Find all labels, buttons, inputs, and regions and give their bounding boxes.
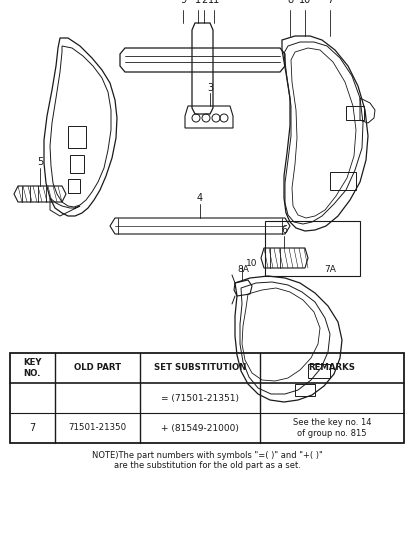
Text: 7: 7 — [29, 423, 36, 433]
Text: are the substitution for the old part as a set.: are the substitution for the old part as… — [113, 462, 300, 471]
Text: 3: 3 — [206, 83, 213, 93]
Text: See the key no. 14
of group no. 815: See the key no. 14 of group no. 815 — [292, 417, 370, 438]
Bar — [264, 221, 359, 276]
Text: 71501-21350: 71501-21350 — [68, 423, 126, 433]
Text: 8A: 8A — [237, 265, 248, 274]
Text: 6: 6 — [280, 225, 286, 235]
Text: 7: 7 — [326, 0, 332, 5]
Text: 11: 11 — [207, 0, 220, 5]
Text: 5: 5 — [37, 157, 43, 167]
Bar — [307, 364, 329, 378]
Text: SET SUBSTITUTION: SET SUBSTITUTION — [154, 364, 246, 372]
Text: + (81549-21000): + (81549-21000) — [161, 423, 238, 433]
Text: 7A: 7A — [323, 265, 335, 274]
Text: 9: 9 — [180, 0, 185, 5]
Bar — [294, 384, 314, 396]
Bar — [345, 106, 363, 120]
Text: 2: 2 — [200, 0, 206, 5]
Bar — [10, 353, 403, 443]
Text: REMARKS: REMARKS — [308, 364, 355, 372]
Text: NOTE)The part numbers with symbols "=( )" and "+( )": NOTE)The part numbers with symbols "=( )… — [91, 451, 322, 461]
Text: 1: 1 — [195, 0, 201, 5]
Bar — [68, 126, 86, 148]
Text: = (71501-21351): = (71501-21351) — [161, 393, 238, 402]
Text: 10: 10 — [298, 0, 311, 5]
Text: OLD PART: OLD PART — [74, 364, 121, 372]
Bar — [68, 179, 80, 193]
Bar — [329, 172, 355, 190]
Text: 4: 4 — [197, 193, 202, 203]
Text: KEY
NO.: KEY NO. — [23, 358, 42, 378]
Bar — [70, 155, 84, 173]
Text: 8: 8 — [286, 0, 292, 5]
Text: 10: 10 — [246, 259, 257, 268]
